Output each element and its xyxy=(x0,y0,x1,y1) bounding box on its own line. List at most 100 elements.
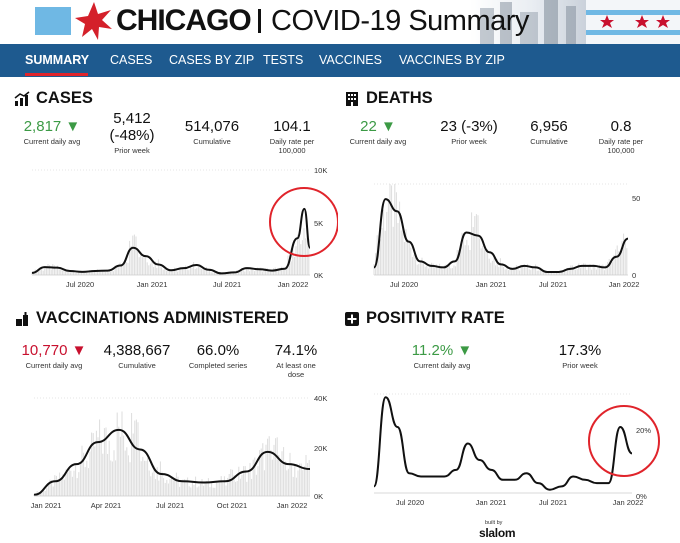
y-tick-label: 0 xyxy=(632,271,636,280)
y-tick-label: 40K xyxy=(314,394,327,403)
x-tick-label: Jul 2020 xyxy=(66,280,94,289)
cases-current-value: 2,817 ▼ xyxy=(23,118,81,135)
positivity-current-daily-avg: 11.2% ▼ Current daily avg xyxy=(400,342,484,370)
x-tick-label: Jul 2021 xyxy=(539,280,567,289)
footer-built-by: built by xyxy=(485,520,503,526)
deaths-current-label: Current daily avg xyxy=(349,137,407,146)
x-tick-label: Jul 2021 xyxy=(156,501,184,510)
y-tick-label: 50 xyxy=(632,194,640,203)
y-tick-label: 0% xyxy=(636,492,647,501)
x-tick-label: Jan 2021 xyxy=(476,280,507,289)
cases-cumulative-label: Cumulative xyxy=(193,137,231,146)
vacc-one-dose-value: 74.1% xyxy=(274,342,318,359)
y-tick-label: 10K xyxy=(314,166,327,175)
cases-prior-week: 5,412 (-48%) Prior week xyxy=(92,110,172,155)
y-tick-label: 0K xyxy=(314,271,323,280)
plus-square-icon xyxy=(345,312,359,326)
x-tick-label: Jan 2022 xyxy=(277,501,308,510)
deaths-title: DEATHS xyxy=(366,89,433,107)
positivity-prior-week: 17.3% Prior week xyxy=(540,342,620,370)
deaths-rate-label: Daily rate per 100,000 xyxy=(598,137,644,155)
cases-rate-label: Daily rate per 100,000 xyxy=(269,137,315,155)
x-tick-label: Jul 2020 xyxy=(390,280,418,289)
vacc-at-least-one-dose: 74.1% At least one dose xyxy=(256,342,336,379)
y-tick-label: 0K xyxy=(314,492,323,501)
series-line xyxy=(31,207,311,275)
deaths-cumulative-value: 6,956 xyxy=(530,118,568,135)
deaths-prior-week: 23 (-3%) Prior week xyxy=(427,118,511,146)
vacc-cumulative-value: 4,388,667 xyxy=(103,342,171,359)
tab-cases-by-zip[interactable]: CASES BY ZIP xyxy=(169,53,255,67)
deaths-daily-rate: 0.8 Daily rate per 100,000 xyxy=(581,118,661,155)
footer-slalom-logo[interactable]: slalom xyxy=(479,526,516,540)
deaths-cumulative-label: Cumulative xyxy=(530,137,568,146)
tab-cases[interactable]: CASES xyxy=(110,53,153,67)
series-line xyxy=(373,396,633,491)
y-tick-label: 5K xyxy=(314,219,323,228)
cases-prior-value: 5,412 (-48%) xyxy=(109,110,155,144)
positivity-prior-label: Prior week xyxy=(562,361,598,370)
vaccinations-chart: 40K 20K 0K Jan 2021 Apr 2021 Jul 2021 Oct 2021… xyxy=(31,394,328,510)
red-star-icon xyxy=(75,2,112,40)
cases-cumulative-value: 514,076 xyxy=(184,118,240,135)
cases-cumulative: 514,076 Cumulative xyxy=(172,118,252,146)
tab-vaccines-by-zip[interactable]: VACCINES BY ZIP xyxy=(399,53,505,67)
x-tick-label: Jan 2022 xyxy=(613,498,644,507)
positivity-current-label: Current daily avg xyxy=(413,361,471,370)
tab-summary[interactable]: SUMMARY xyxy=(25,53,90,67)
x-tick-label: Jan 2021 xyxy=(31,501,62,510)
tab-tests[interactable]: TESTS xyxy=(263,53,304,67)
positivity-title: POSITIVITY RATE xyxy=(366,309,505,327)
vacc-completed-value: 66.0% xyxy=(196,342,240,359)
y-tick-label: 20K xyxy=(314,444,327,453)
cases-current-label: Current daily avg xyxy=(23,137,81,146)
building-icon xyxy=(346,92,358,106)
cases-daily-rate: 104.1 Daily rate per 100,000 xyxy=(252,118,332,155)
cases-rate-value: 104.1 xyxy=(273,118,311,135)
chicago-flag-image xyxy=(586,0,680,44)
cases-prior-label: Prior week xyxy=(114,146,150,155)
positivity-chart: 20% 0% Jul 2020 Jan 2021 Jul 2021 Jan 2022 xyxy=(373,393,660,507)
y-tick-label: 20% xyxy=(636,426,651,435)
cases-current-daily-avg: 2,817 ▼ Current daily avg xyxy=(12,118,92,146)
header-subtitle: COVID-19 Summary xyxy=(271,5,529,37)
main-nav: SUMMARY CASES CASES BY ZIP TESTS VACCINE… xyxy=(0,44,680,77)
deaths-chart: 50 0 Jul 2020 Jan 2021 Jul 2021 Jan 2022 xyxy=(373,183,640,289)
vacc-cumulative-label: Cumulative xyxy=(118,361,156,370)
deaths-cumulative: 6,956 Cumulative xyxy=(509,118,589,146)
vacc-completed-series: 66.0% Completed series xyxy=(178,342,258,370)
cases-chart: 10K 5K 0K Jul 2020 Jan 2021 Jul 2021 Jan 2022 xyxy=(31,166,338,289)
vacc-current-value: 10,770 ▼ xyxy=(21,342,87,359)
header-divider xyxy=(258,9,261,33)
active-tab-indicator xyxy=(25,73,88,76)
vacc-current-daily-avg: 10,770 ▼ Current daily avg xyxy=(12,342,96,370)
x-tick-label: Apr 2021 xyxy=(91,501,121,510)
deaths-rate-value: 0.8 xyxy=(610,118,632,135)
tab-vaccines[interactable]: VACCINES xyxy=(319,53,382,67)
deaths-prior-value: 23 (-3%) xyxy=(440,118,498,135)
header-brand[interactable]: CHICAGO xyxy=(116,4,252,37)
vaccinations-title: VACCINATIONS ADMINISTERED xyxy=(36,309,289,327)
x-tick-label: Jul 2021 xyxy=(213,280,241,289)
deaths-current-daily-avg: 22 ▼ Current daily avg xyxy=(338,118,418,146)
deaths-current-value: 22 ▼ xyxy=(360,118,396,135)
deaths-prior-label: Prior week xyxy=(451,137,487,146)
chart-trend-icon xyxy=(14,91,30,106)
x-tick-label: Jan 2022 xyxy=(278,280,309,289)
flag-blue-box xyxy=(35,7,71,35)
positivity-current-value: 11.2% ▼ xyxy=(411,342,473,359)
syringe-icon xyxy=(16,312,28,326)
x-tick-label: Jul 2021 xyxy=(539,498,567,507)
header: CHICAGO COVID-19 Summary xyxy=(0,0,680,44)
x-tick-label: Jan 2022 xyxy=(609,280,640,289)
vacc-one-dose-label: At least one dose xyxy=(276,361,316,379)
positivity-prior-value: 17.3% xyxy=(558,342,602,359)
x-tick-label: Jan 2021 xyxy=(476,498,507,507)
vacc-completed-label: Completed series xyxy=(188,361,248,370)
x-tick-label: Oct 2021 xyxy=(217,501,247,510)
vacc-cumulative: 4,388,667 Cumulative xyxy=(97,342,177,370)
series-line xyxy=(33,428,311,496)
cases-title: CASES xyxy=(36,89,93,107)
highlight-circle xyxy=(588,405,660,477)
vacc-current-label: Current daily avg xyxy=(25,361,83,370)
